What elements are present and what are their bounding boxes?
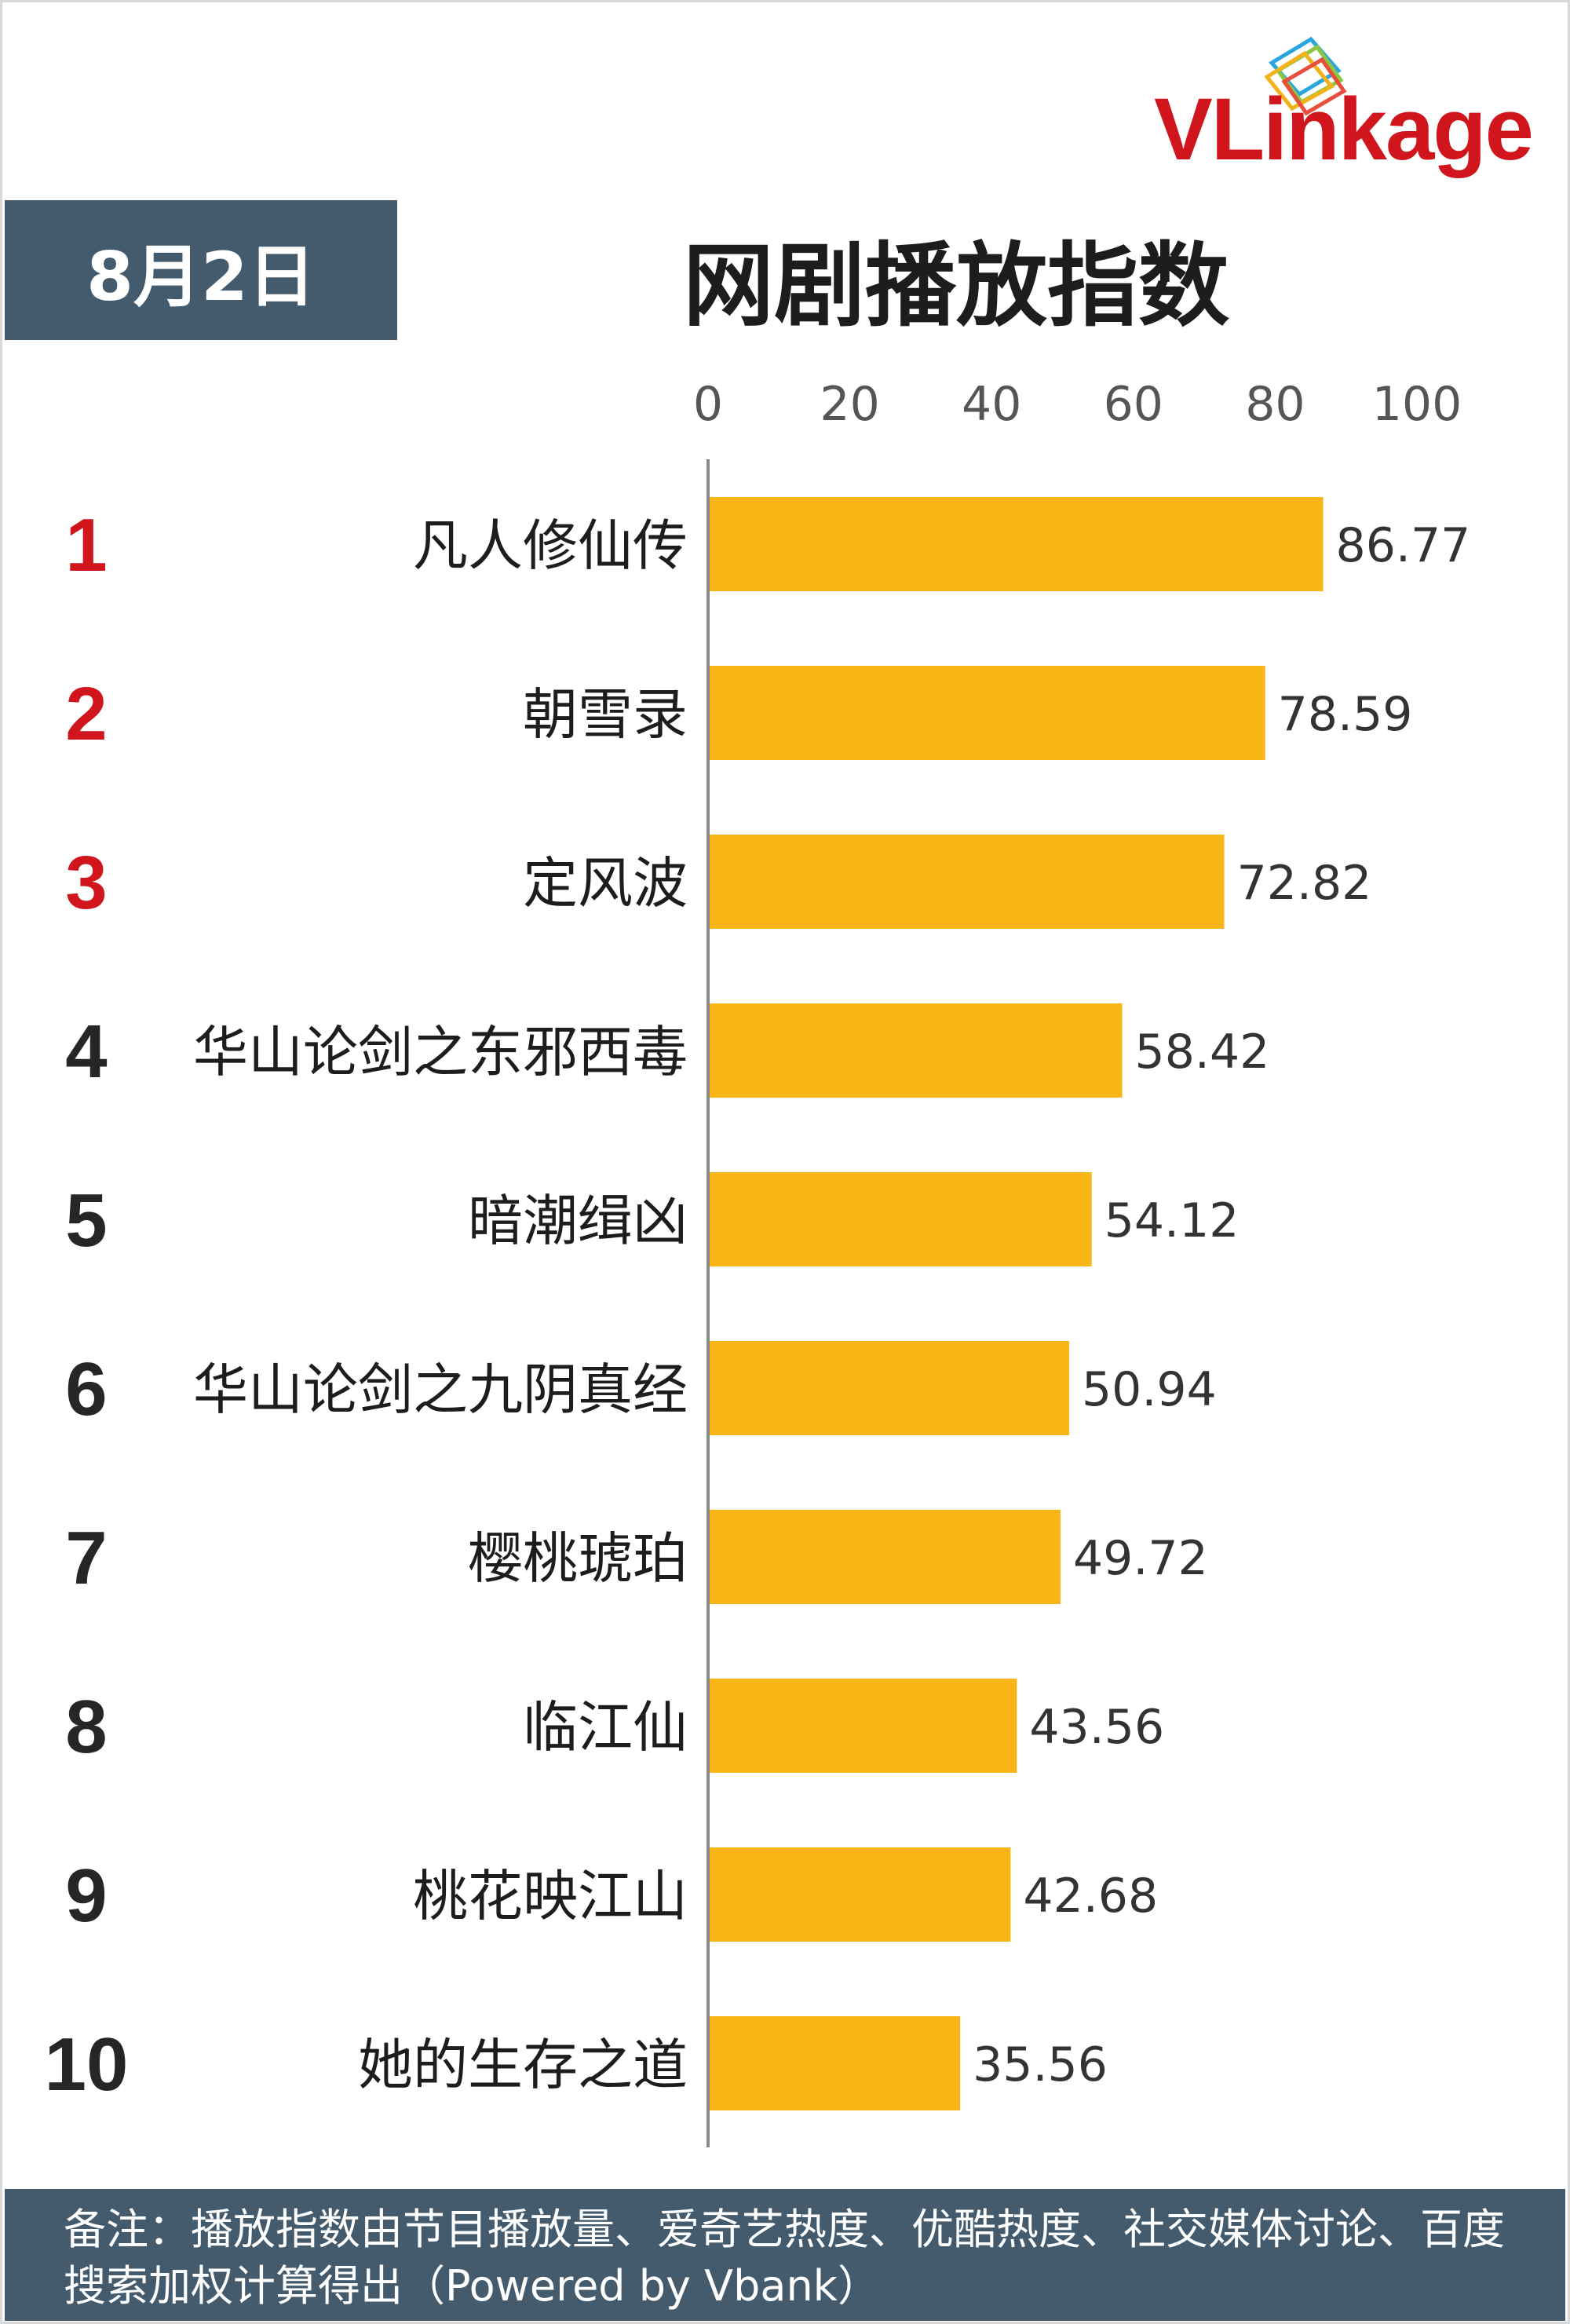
data-label: 35.56 [973, 2037, 1108, 2092]
x-tick-label: 60 [1104, 377, 1163, 432]
rank-number: 9 [65, 1854, 107, 1938]
chart-title: 网剧播放指数 [683, 233, 1229, 339]
bar [708, 1510, 1061, 1604]
data-label: 50.94 [1082, 1362, 1217, 1417]
bar [708, 666, 1265, 760]
logo-text: VLinkage [1154, 80, 1534, 178]
category-label: 暗潮缉凶 [468, 1189, 688, 1253]
rank-number: 10 [45, 2023, 129, 2107]
category-label: 临江仙 [523, 1695, 688, 1759]
bar [708, 1341, 1069, 1435]
bar [708, 1003, 1123, 1098]
rank-number: 7 [65, 1516, 107, 1600]
rank-number: 5 [65, 1178, 107, 1262]
x-tick-label: 40 [962, 377, 1021, 432]
rank-number: 3 [65, 841, 107, 925]
rank-number: 2 [65, 672, 107, 756]
bar [708, 1172, 1092, 1266]
data-label: 54.12 [1104, 1193, 1240, 1248]
data-label: 43.56 [1029, 1700, 1164, 1755]
bar [708, 497, 1324, 591]
data-label: 86.77 [1336, 518, 1471, 573]
category-label: 朝雪录 [523, 682, 688, 747]
category-label: 华山论剑之东邪西毒 [193, 1020, 688, 1084]
rank-number: 8 [65, 1685, 107, 1769]
data-label: 72.82 [1237, 856, 1372, 911]
rank-number: 1 [65, 503, 107, 587]
x-tick-label: 0 [693, 377, 723, 432]
data-label: 78.59 [1278, 687, 1413, 742]
logo-mark-icon [1264, 36, 1347, 116]
bar-chart: 0 20 40 60 80 100 86.77 凡人修仙传 1 78.59 朝雪录 2 72.82 定风波… [45, 377, 1471, 2147]
bar [708, 1679, 1017, 1773]
x-tick-label: 100 [1372, 377, 1462, 432]
category-label: 凡人修仙传 [413, 513, 688, 578]
vlinkage-logo: VLinkage [1154, 31, 1546, 178]
x-tick-label: 80 [1245, 377, 1305, 432]
rank-number: 4 [65, 1010, 107, 1094]
category-label: 定风波 [523, 851, 688, 915]
bar [708, 2016, 961, 2110]
data-label: 42.68 [1023, 1869, 1158, 1924]
category-label: 她的生存之道 [358, 2033, 688, 2097]
footnote: 备注：播放指数由节目播放量、爱奇艺热度、优酷热度、社交媒体讨论、百度搜索加权计算… [5, 2189, 1565, 2321]
rank-number: 6 [65, 1347, 107, 1431]
date-badge: 8月2日 [5, 200, 397, 340]
category-label: 桃花映江山 [413, 1864, 688, 1928]
bar [708, 1847, 1011, 1942]
x-tick-label: 20 [820, 377, 879, 432]
data-label: 49.72 [1073, 1531, 1208, 1586]
category-label: 华山论剑之九阴真经 [193, 1357, 688, 1422]
data-label: 58.42 [1135, 1025, 1270, 1080]
category-label: 樱桃琥珀 [468, 1526, 688, 1591]
bar [708, 835, 1225, 929]
